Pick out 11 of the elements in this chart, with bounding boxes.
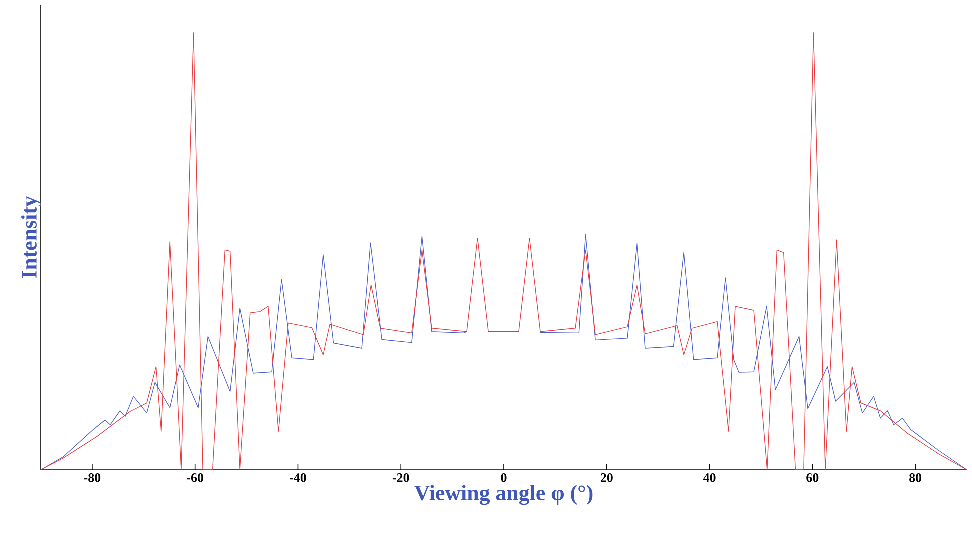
x-tick-label: -80 [84, 474, 101, 482]
y-axis-title: Intensity [22, 196, 42, 278]
x-tick-label: -60 [187, 474, 204, 482]
x-tick-label: 80 [910, 474, 922, 482]
x-tick-label: -40 [290, 474, 306, 482]
x-tick-label: 60 [806, 474, 819, 482]
x-tick-label: -20 [392, 474, 410, 482]
x-tick-label: 0 [501, 474, 507, 482]
x-tick-label: 40 [703, 474, 716, 482]
x-axis-title: Viewing angle φ (°) [414, 485, 593, 506]
x-tick-label: 20 [600, 474, 613, 482]
